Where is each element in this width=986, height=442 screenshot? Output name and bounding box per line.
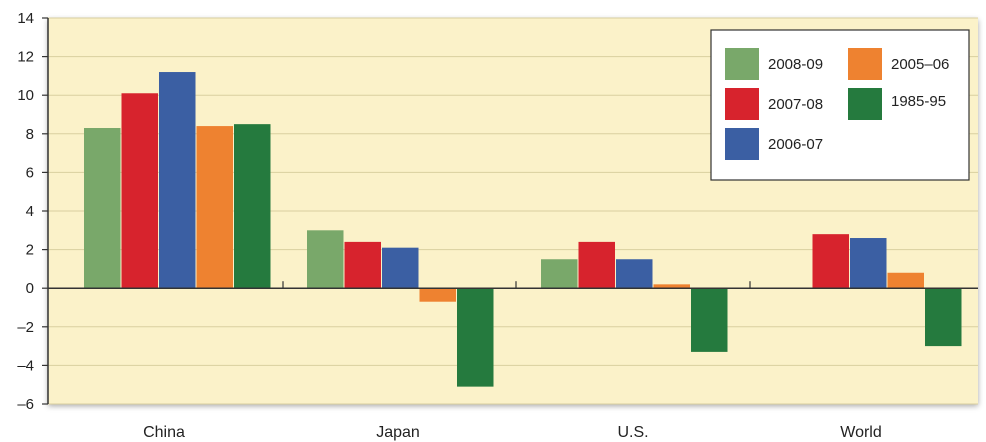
y-tick-label: 6 <box>26 164 34 181</box>
legend: 2008-09 2007-08 2006-07 2005–06 1985-95 <box>710 29 970 181</box>
category-label-china: China <box>143 424 185 441</box>
y-tick-labels: –6 –4 –2 0 2 4 6 8 10 12 14 <box>17 10 34 413</box>
legend-label: 1985-95 <box>891 93 946 110</box>
bar-world-200607 <box>850 238 887 289</box>
bar-us-200809 <box>541 259 578 289</box>
category-labels: China Japan U.S. World <box>143 424 882 441</box>
legend-swatch <box>725 48 759 80</box>
bar-us-200708 <box>578 241 615 289</box>
bar-japan-200506 <box>419 288 456 302</box>
y-tick-label: 4 <box>26 203 34 220</box>
y-tick-label: 2 <box>26 242 34 259</box>
legend-swatch <box>848 48 882 80</box>
legend-items: 2008-09 2007-08 2006-07 2005–06 1985-95 <box>725 48 949 160</box>
legend-label: 2008-09 <box>768 56 823 73</box>
legend-label: 2005–06 <box>891 56 949 73</box>
bar-world-198595 <box>925 288 962 347</box>
bar-japan-200809 <box>307 230 344 289</box>
y-tick-label: 12 <box>17 49 34 66</box>
bar-japan-200708 <box>344 241 381 289</box>
legend-swatch <box>725 88 759 120</box>
legend-swatch <box>848 88 882 120</box>
bar-china-200809 <box>84 128 121 289</box>
bar-japan-198595 <box>457 288 494 387</box>
bar-world-200506 <box>887 272 924 289</box>
category-label-world: World <box>840 424 882 441</box>
y-tick-label: –2 <box>17 319 34 336</box>
legend-swatch <box>725 128 759 160</box>
category-label-us: U.S. <box>617 424 648 441</box>
bar-us-200607 <box>616 259 653 289</box>
y-tick-label: 14 <box>17 10 34 27</box>
y-tick-label: 8 <box>26 126 34 143</box>
bar-us-200506 <box>653 284 690 289</box>
bar-china-200708 <box>121 93 158 289</box>
bar-us-198595 <box>691 288 728 352</box>
bar-world-200708 <box>812 234 849 289</box>
bar-china-200607 <box>159 72 196 289</box>
y-tick-label: –4 <box>17 357 34 374</box>
bar-china-200506 <box>196 126 233 289</box>
y-tick-label: 10 <box>17 87 34 104</box>
bars <box>84 72 962 387</box>
category-label-japan: Japan <box>376 424 420 441</box>
y-tick-label: –6 <box>17 396 34 413</box>
legend-label: 2007-08 <box>768 96 823 113</box>
legend-label: 2006-07 <box>768 136 823 153</box>
axes <box>42 17 978 405</box>
bar-japan-200607 <box>382 247 419 289</box>
bar-china-198595 <box>234 124 271 289</box>
y-tick-label: 0 <box>26 280 34 297</box>
